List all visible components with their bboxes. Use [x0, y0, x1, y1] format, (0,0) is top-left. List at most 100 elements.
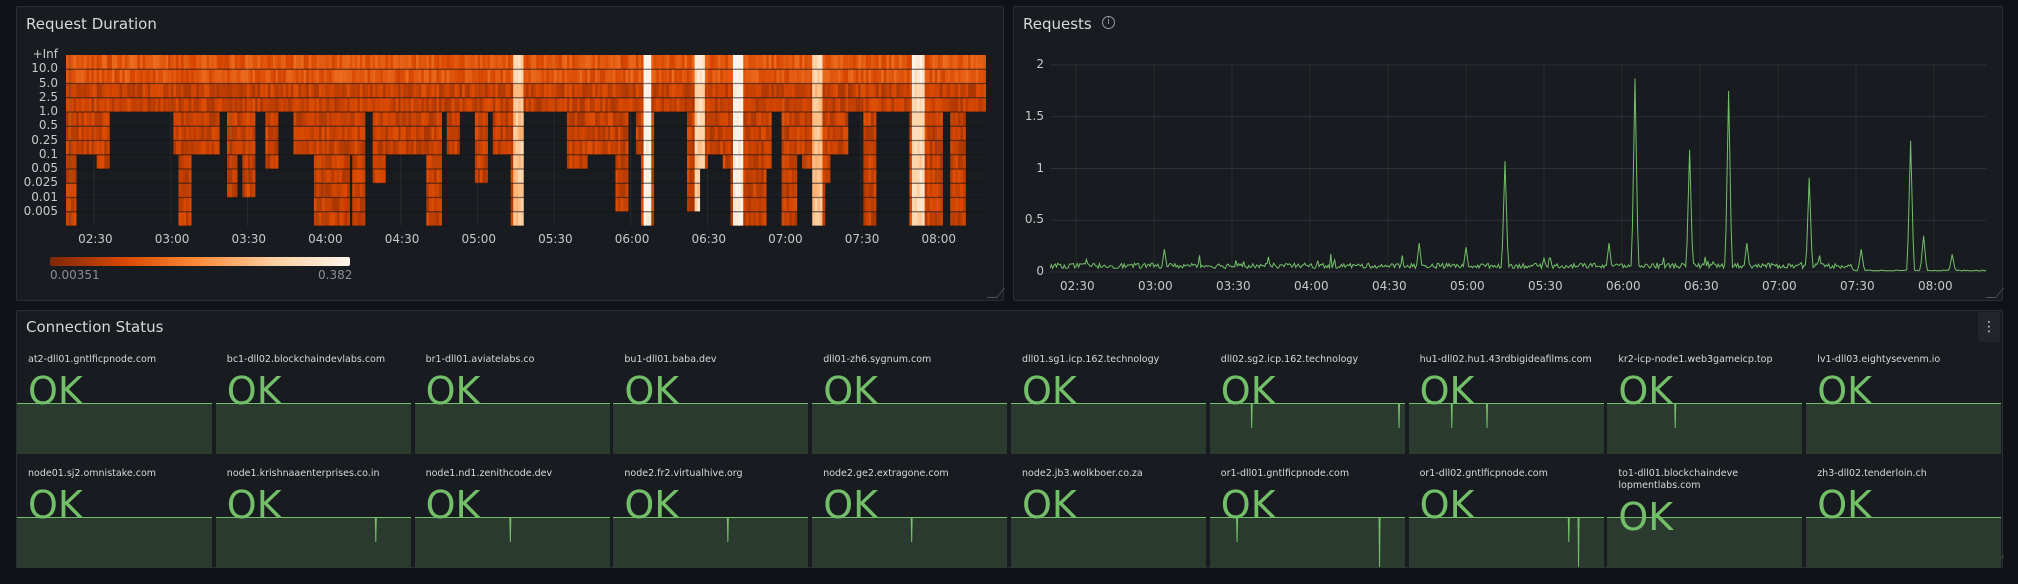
- heatmap-cell: [303, 97, 307, 112]
- heatmap-cell: [957, 126, 961, 141]
- heatmap-cell: [579, 112, 583, 127]
- heatmap-cell: [868, 183, 872, 198]
- heatmap-cell: [937, 169, 941, 184]
- sparkline-fill: [414, 517, 610, 568]
- heatmap-cell: [423, 112, 427, 127]
- heatmap-cell: [459, 97, 463, 112]
- heatmap-cell: [181, 126, 184, 141]
- heatmap-cell: [362, 112, 366, 127]
- heatmap-cell: [873, 112, 877, 127]
- heatmap-cell: [311, 83, 315, 98]
- heatmap-cell: [242, 83, 246, 98]
- heatmap-cell: [104, 69, 108, 84]
- heatmap-cell: [794, 154, 798, 169]
- heatmap-cell: [768, 83, 772, 98]
- heatmap-cell: [868, 83, 872, 98]
- resize-handle[interactable]: [1985, 288, 2005, 298]
- heatmap-cell: [370, 83, 373, 98]
- heatmap-cell: [758, 83, 762, 98]
- heatmap-cell: [303, 55, 307, 70]
- heatmap-cell: [620, 126, 624, 141]
- heatmap-cell: [955, 140, 959, 155]
- heatmap-cell: [643, 83, 647, 98]
- heatmap-cell: [242, 69, 246, 84]
- heatmap-cell: [492, 140, 496, 155]
- heatmap-cell: [270, 112, 274, 127]
- heatmap-cell: [927, 140, 931, 155]
- heatmap-cell: [612, 97, 616, 112]
- info-circle-icon[interactable]: i: [1102, 16, 1115, 29]
- heatmap-cell: [280, 69, 284, 84]
- heatmap-cell: [615, 55, 619, 70]
- heatmap-cell: [735, 97, 739, 112]
- heatmap-cell: [799, 55, 803, 70]
- heatmap-cell: [472, 83, 476, 98]
- heatmap-cell: [615, 69, 619, 84]
- status-sparkline: [1209, 517, 1405, 568]
- vertical-ellipsis-icon[interactable]: ⋮: [1978, 312, 2000, 342]
- heatmap-cell: [477, 69, 481, 84]
- heatmap-cell: [505, 69, 509, 84]
- y-tick-label: +Inf: [32, 47, 58, 61]
- heatmap-cell: [814, 169, 818, 184]
- heatmap-cell: [595, 97, 598, 112]
- heatmap-cell: [513, 112, 517, 127]
- heatmap-cell: [370, 69, 373, 84]
- heatmap-cell: [298, 69, 302, 84]
- heatmap-cell: [464, 69, 468, 84]
- status-sparkline: [414, 517, 610, 568]
- heatmap-cell: [354, 154, 358, 169]
- heatmap-cell: [370, 55, 373, 70]
- heatmap-cell: [781, 83, 785, 98]
- heatmap-cell: [423, 126, 427, 141]
- heatmap-cell: [505, 97, 509, 112]
- heatmap-cell: [697, 140, 701, 155]
- heatmap-cell: [666, 69, 670, 84]
- heatmap-cell: [331, 97, 335, 112]
- heatmap-cell: [426, 183, 430, 198]
- heatmap-cell: [89, 112, 92, 127]
- heatmap-cell: [342, 140, 345, 155]
- heatmap-cell: [106, 154, 110, 169]
- heatmap-cell: [191, 140, 195, 155]
- heatmap-cell: [743, 126, 747, 141]
- heatmap-cell: [500, 55, 504, 70]
- heatmap-cell: [735, 55, 739, 70]
- heatmap-cell: [165, 97, 169, 112]
- heatmap-cell: [451, 83, 455, 98]
- heatmap-cell: [395, 126, 399, 141]
- heatmap-cell: [791, 169, 795, 184]
- connection-tile: to1-dll01.blockchaindevelopmentlabs.com O…: [1607, 468, 1803, 568]
- heatmap-cell: [840, 140, 844, 155]
- heatmap-cell: [740, 154, 744, 169]
- heatmap-cell: [825, 112, 828, 127]
- heatmap-cell: [922, 140, 925, 155]
- heatmap-cell: [756, 83, 759, 98]
- heatmap-cell: [886, 97, 890, 112]
- resize-handle[interactable]: [986, 288, 1006, 298]
- heatmap-cell: [242, 126, 246, 141]
- heatmap-cell: [71, 197, 74, 212]
- heatmap-cell: [73, 55, 77, 70]
- heatmap-cell: [390, 69, 394, 84]
- heatmap-cell: [766, 83, 770, 98]
- heatmap-cell: [342, 112, 345, 127]
- heatmap-cell: [712, 126, 716, 141]
- heatmap-cell: [827, 154, 831, 169]
- heatmap-cell: [735, 69, 739, 84]
- heatmap-cell: [296, 83, 299, 98]
- heatmap-cell: [214, 112, 218, 127]
- heatmap-cell: [963, 169, 966, 184]
- heatmap-cell: [449, 55, 453, 70]
- heatmap-cell: [927, 183, 931, 198]
- heatmap-cell: [868, 169, 872, 184]
- heatmap-cell: [331, 83, 335, 98]
- heatmap-cell: [359, 97, 363, 112]
- heatmap-cell: [766, 154, 770, 169]
- heatmap-cell: [710, 140, 713, 155]
- heatmap-cell: [66, 126, 69, 141]
- heatmap-cell: [400, 126, 404, 141]
- heatmap-cell: [152, 97, 156, 112]
- heatmap-cell: [68, 169, 72, 184]
- heatmap-cell: [446, 140, 450, 155]
